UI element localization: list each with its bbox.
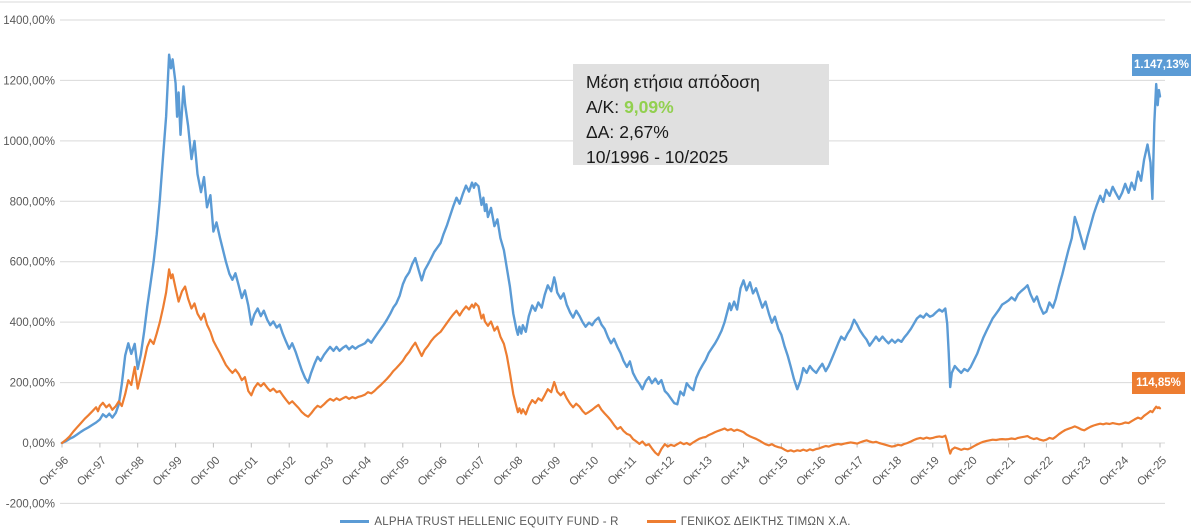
y-axis-tick-label: 800,00% <box>10 196 55 208</box>
x-axis-tick-label: Οκτ-12 <box>643 455 677 489</box>
fund-end-value-label: 1.147,13% <box>1132 54 1191 76</box>
fund-series-line <box>60 53 1162 445</box>
x-axis-tick-label: Οκτ-10 <box>567 455 601 489</box>
x-axis-tick-label: Οκτ-11 <box>606 455 639 488</box>
annotation-period: 10/1996 - 10/2025 <box>586 147 729 167</box>
x-axis-tick-label: Οκτ-02 <box>264 455 298 489</box>
index-legend-label: ΓΕΝΙΚΟΣ ΔΕΙΚΤΗΣ ΤΙΜΩΝ Χ.Α. <box>680 515 851 528</box>
y-axis-tick-label: 0,00% <box>22 438 55 450</box>
x-axis-tick-label: Οκτ-17 <box>832 455 866 489</box>
fund-return-label: Α/Κ: <box>586 97 620 117</box>
y-axis-tick-label: 1000,00% <box>3 136 55 148</box>
x-axis-tick-label: Οκτ-00 <box>189 455 223 489</box>
x-axis-tick-label: Οκτ-20 <box>946 455 980 489</box>
x-axis-tick-label: Οκτ-05 <box>378 455 412 489</box>
x-axis-tick-label: Οκτ-25 <box>1135 455 1169 489</box>
x-axis-tick-label: Οκτ-99 <box>151 455 185 489</box>
y-axis-tick-label: 600,00% <box>10 257 55 269</box>
x-axis-tick-label: Οκτ-07 <box>454 455 488 489</box>
y-axis-tick-label: 1400,00% <box>3 15 55 27</box>
fund-return-value: 9,09% <box>624 97 674 117</box>
x-axis-tick-label: Οκτ-22 <box>1022 455 1056 489</box>
fund-legend-label: ALPHA TRUST HELLENIC EQUITY FUND - R <box>374 515 619 528</box>
x-axis-tick-label: Οκτ-24 <box>1097 454 1131 488</box>
y-axis-tick-label: -200,00% <box>6 498 55 510</box>
x-axis-tick-label: Οκτ-97 <box>75 455 109 489</box>
x-axis-tick-label: Οκτ-13 <box>681 455 715 489</box>
x-axis-tick-label: Οκτ-19 <box>908 455 942 489</box>
x-axis-tick-label: Οκτ-03 <box>302 455 336 489</box>
legend-item-fund: ALPHA TRUST HELLENIC EQUITY FUND - R <box>340 516 618 528</box>
x-axis-tick-label: Οκτ-04 <box>340 454 374 488</box>
annotation-title: Μέση ετήσια απόδοση <box>586 72 760 92</box>
x-axis-tick-label: Οκτ-18 <box>870 455 904 489</box>
index-end-value-label: 114,85% <box>1132 372 1185 394</box>
annotation-index-line: ΔΑ: 2,67% <box>586 120 829 145</box>
x-axis-tick-label: Οκτ-15 <box>757 455 791 489</box>
annotation-fund-line: Α/Κ: 9,09% <box>586 95 829 120</box>
legend: ALPHA TRUST HELLENIC EQUITY FUND - R ΓΕΝ… <box>0 511 1191 532</box>
y-axis-tick-label: 1200,00% <box>3 75 55 87</box>
x-axis-tick-label: Οκτ-23 <box>1060 455 1094 489</box>
x-axis-tick-label: Οκτ-06 <box>416 455 450 489</box>
y-axis-tick-label: 400,00% <box>10 317 55 329</box>
index-series-line <box>60 268 1162 457</box>
x-axis-tick-label: Οκτ-21 <box>984 455 1018 489</box>
index-line-swatch <box>646 520 676 523</box>
x-axis-tick-label: Οκτ-14 <box>719 454 753 488</box>
index-return-label: ΔΑ: <box>586 122 615 142</box>
index-return-value: 2,67% <box>619 122 669 142</box>
x-axis-tick-label: Οκτ-08 <box>492 455 526 489</box>
x-axis-tick-label: Οκτ-09 <box>529 455 563 489</box>
annotation-box: Μέση ετήσια απόδοση Α/Κ: 9,09% ΔΑ: 2,67% 1… <box>573 64 829 167</box>
x-axis-tick-label: Οκτ-01 <box>227 455 261 489</box>
fund-line-swatch <box>340 520 370 523</box>
y-axis-tick-label: 200,00% <box>10 378 55 390</box>
x-axis-tick-label: Οκτ-96 <box>37 455 71 489</box>
x-axis-tick-label: Οκτ-98 <box>113 455 147 489</box>
legend-item-index: ΓΕΝΙΚΟΣ ΔΕΙΚΤΗΣ ΤΙΜΩΝ Χ.Α. <box>646 515 851 528</box>
x-axis-tick-label: Οκτ-16 <box>794 455 828 489</box>
